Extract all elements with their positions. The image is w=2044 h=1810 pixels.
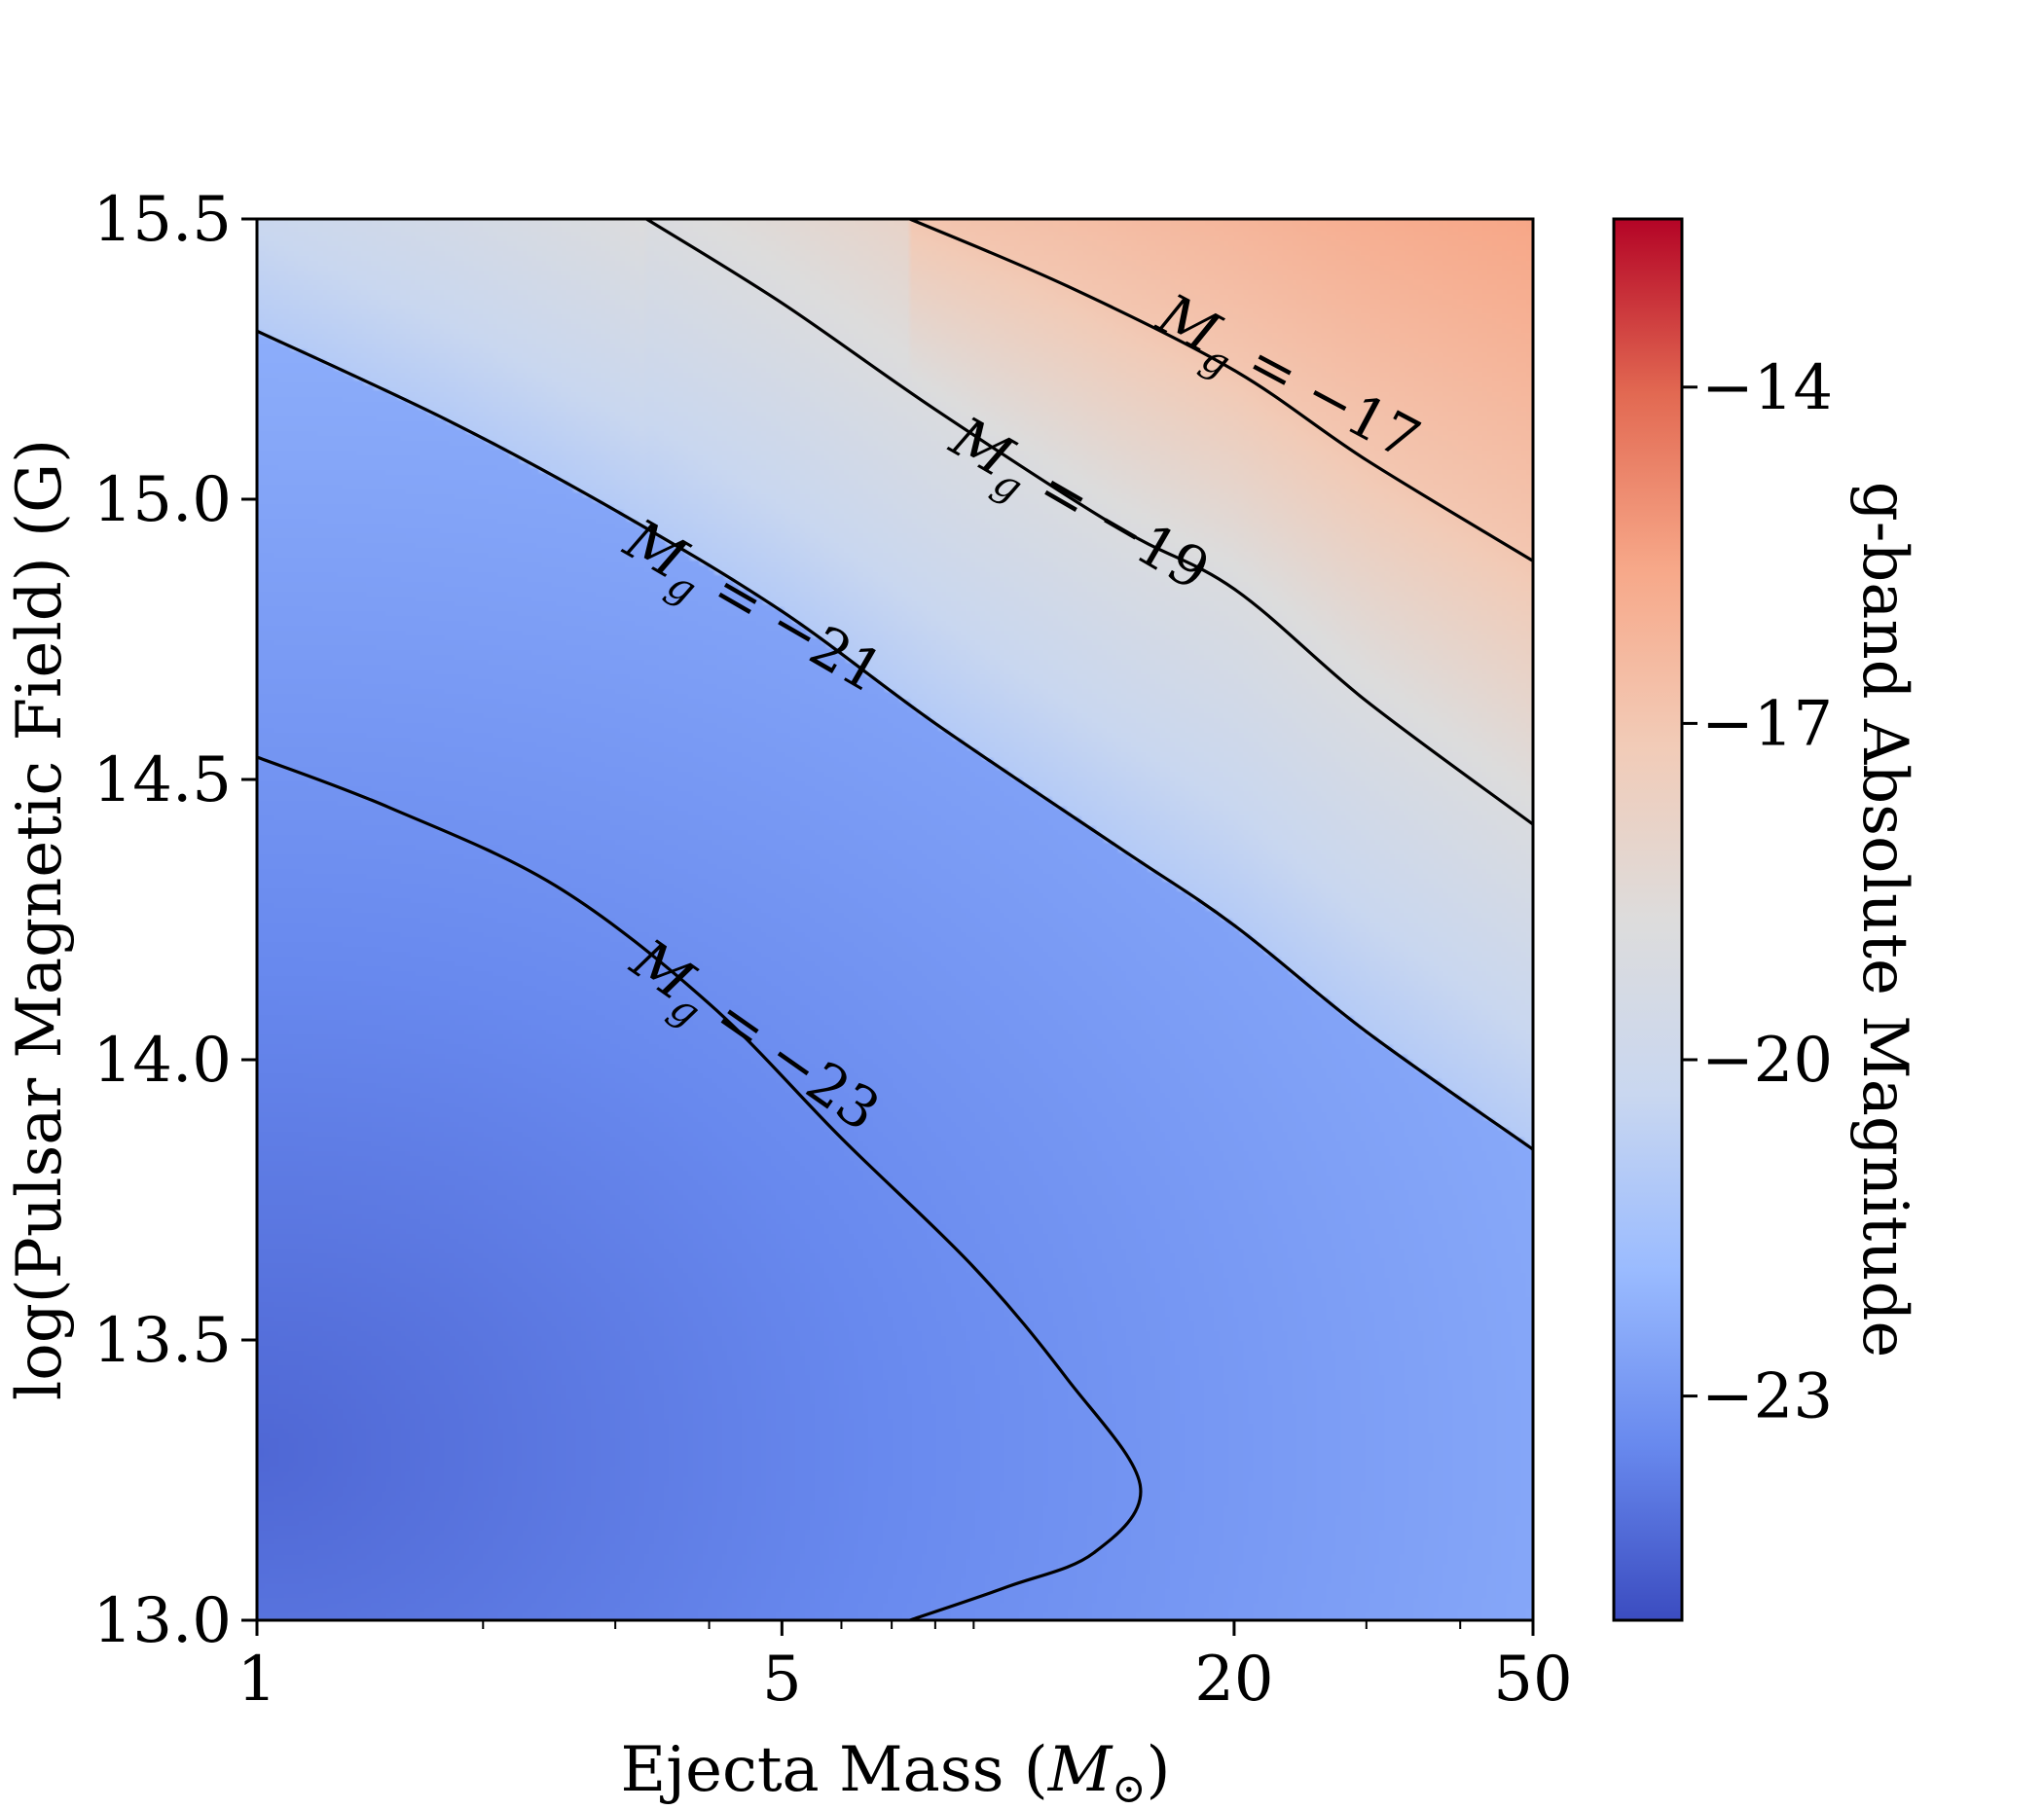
y-tick-label: 15.5: [93, 184, 233, 256]
x-tick-label: 5: [762, 1644, 802, 1716]
colorbar-ticks: −14 −17 −20 −23: [1682, 352, 1833, 1433]
colorbar-title: g-band Absolute Magnitude: [1848, 482, 1920, 1358]
x-axis-ticks: 1 5 20 50: [237, 1620, 1573, 1716]
contour-lines: [257, 219, 1533, 1620]
x-tick-label: 1: [237, 1644, 277, 1716]
colorbar: −14 −17 −20 −23 g-band Absolute Magnitude: [1612, 217, 1920, 1622]
y-tick-label: 15.0: [93, 464, 233, 536]
colorbar-gradient: [1614, 219, 1682, 1620]
contour-line-23: [257, 755, 1143, 1620]
y-tick-label: 13.5: [93, 1305, 233, 1377]
y-tick-label: 14.0: [93, 1025, 233, 1097]
colorbar-tick-label: −23: [1701, 1361, 1833, 1433]
y-tick-label: 13.0: [93, 1585, 233, 1657]
colorbar-tick-label: −17: [1701, 688, 1833, 760]
y-axis-ticks: 13.0 13.5 14.0 14.5 15.0 15.5: [93, 184, 257, 1657]
heatmap-area: [257, 219, 1533, 1620]
x-tick-label: 20: [1194, 1644, 1273, 1716]
colorbar-tick-label: −14: [1701, 352, 1833, 424]
colorbar-tick-label: −20: [1701, 1025, 1833, 1097]
colorbar-frame: [1612, 217, 1684, 1622]
y-tick-label: 14.5: [93, 744, 233, 816]
x-axis-title: Ejecta Mass (M⊙): [621, 1734, 1171, 1810]
x-tick-label: 50: [1493, 1644, 1572, 1716]
contour-line-21: [257, 329, 1533, 1151]
y-axis-title: log(Pulsar Magnetic Field) (G): [4, 439, 76, 1400]
contour-line-19: [645, 219, 1533, 826]
heatmap-image: [257, 219, 1533, 1620]
plot-frame: [255, 217, 1535, 1622]
contour-line-17: [909, 219, 1533, 562]
